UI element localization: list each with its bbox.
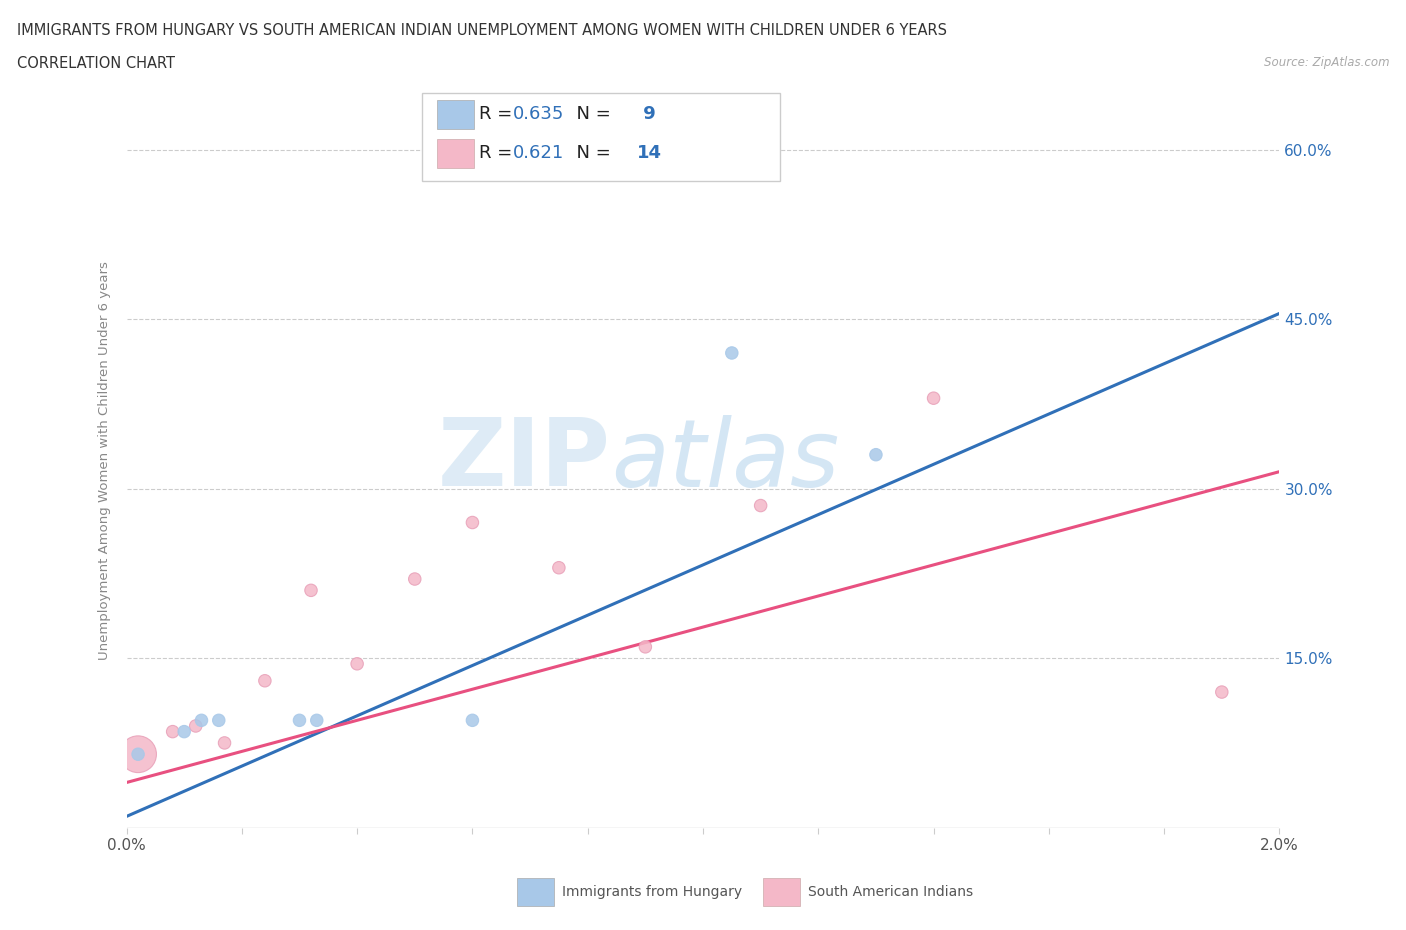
Point [214, 736, 236, 751]
Point [305, 713, 328, 728]
Text: atlas: atlas [610, 415, 839, 506]
Point [288, 713, 311, 728]
Point [184, 719, 207, 734]
Y-axis label: Unemployment Among Women with Children Under 6 years: Unemployment Among Women with Children U… [97, 261, 111, 659]
Text: 0.635: 0.635 [513, 105, 565, 124]
Text: IMMIGRANTS FROM HUNGARY VS SOUTH AMERICAN INDIAN UNEMPLOYMENT AMONG WOMEN WITH C: IMMIGRANTS FROM HUNGARY VS SOUTH AMERICA… [17, 23, 946, 38]
Text: 14: 14 [637, 144, 662, 163]
Point [634, 640, 657, 655]
Text: 9: 9 [637, 105, 655, 124]
Point [461, 515, 484, 530]
Point [208, 713, 231, 728]
Point [404, 572, 426, 587]
Point [127, 747, 149, 762]
Text: N =: N = [565, 105, 623, 124]
Text: South American Indians: South American Indians [808, 884, 973, 899]
Text: CORRELATION CHART: CORRELATION CHART [17, 56, 174, 71]
Point [749, 498, 772, 513]
Point [253, 673, 276, 688]
Text: Immigrants from Hungary: Immigrants from Hungary [562, 884, 742, 899]
Point [127, 747, 149, 762]
Point [922, 391, 945, 405]
Text: 0.621: 0.621 [513, 144, 564, 163]
Point [346, 657, 368, 671]
Point [547, 560, 569, 575]
Point [162, 724, 184, 739]
Point [1211, 684, 1233, 699]
Point [865, 447, 887, 462]
Point [190, 713, 212, 728]
Text: R =: R = [479, 105, 519, 124]
Text: R =: R = [479, 144, 519, 163]
Point [173, 724, 195, 739]
Text: N =: N = [565, 144, 617, 163]
Point [720, 346, 742, 361]
Text: Source: ZipAtlas.com: Source: ZipAtlas.com [1264, 56, 1389, 69]
Text: ZIP: ZIP [437, 415, 610, 506]
Point [299, 583, 322, 598]
Point [461, 713, 484, 728]
